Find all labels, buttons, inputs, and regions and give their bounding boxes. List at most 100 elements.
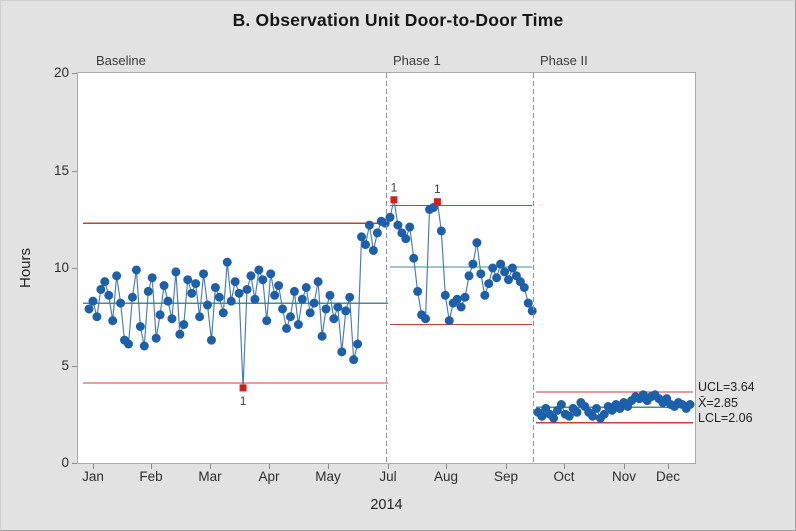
x-axis-tick-label: Jan — [82, 469, 104, 484]
data-point — [488, 263, 498, 273]
data-point — [421, 314, 431, 324]
data-point — [155, 310, 165, 320]
data-point — [317, 331, 327, 341]
out-of-control-label: 1 — [434, 182, 441, 196]
data-point — [297, 294, 307, 304]
x-axis-tick-label: May — [315, 469, 341, 484]
data-point — [163, 296, 173, 306]
lcl-annotation: LCL=2.06 — [698, 411, 753, 425]
xbar-annotation: X̄=2.85 — [698, 395, 738, 410]
x-axis-tick — [388, 464, 389, 469]
data-point — [549, 413, 559, 423]
data-point — [147, 273, 157, 283]
data-point — [179, 320, 189, 330]
data-point — [500, 267, 510, 277]
phase2-stats-annotation: UCL=3.64 X̄=2.85 LCL=2.06 — [698, 380, 755, 427]
y-axis-tick — [72, 268, 77, 269]
data-point — [409, 253, 419, 263]
data-point — [329, 314, 339, 324]
data-point — [572, 407, 582, 417]
data-point — [206, 335, 216, 345]
data-point — [187, 288, 197, 298]
x-axis-tick-label: Mar — [198, 469, 222, 484]
data-point — [436, 226, 446, 236]
phase-label: Phase 1 — [393, 53, 441, 68]
data-point — [191, 279, 201, 289]
data-point — [100, 277, 110, 287]
y-axis-tick — [72, 170, 77, 172]
y-axis-tick-label: 15 — [53, 162, 69, 178]
data-point — [405, 222, 415, 232]
x-axis-tick — [564, 464, 565, 469]
out-of-control-point — [433, 198, 441, 206]
data-point — [226, 296, 236, 306]
phase-label: Baseline — [96, 53, 146, 68]
out-of-control-point — [390, 196, 398, 204]
data-point — [309, 298, 319, 308]
data-point — [393, 220, 403, 230]
series-connector-line — [88, 220, 386, 388]
data-point — [519, 283, 529, 292]
data-point — [492, 273, 502, 283]
data-point — [507, 263, 517, 273]
data-point — [289, 286, 299, 296]
data-point — [171, 267, 181, 277]
x-axis-tick-label: Oct — [553, 469, 575, 484]
x-axis-tick — [328, 464, 329, 469]
data-point — [341, 306, 351, 316]
data-point — [203, 300, 212, 310]
data-point — [199, 269, 209, 279]
x-axis-tick — [668, 464, 669, 469]
data-point — [464, 271, 474, 281]
data-point — [135, 322, 145, 331]
data-point — [293, 320, 303, 330]
data-point — [183, 275, 193, 285]
data-point — [413, 286, 423, 296]
data-point — [266, 269, 276, 279]
data-point — [278, 304, 288, 314]
data-point — [460, 292, 470, 302]
x-axis-tick-label: Feb — [139, 469, 163, 484]
data-point — [401, 234, 411, 244]
data-point — [372, 228, 382, 238]
phase-label: Phase II — [540, 53, 588, 68]
x-axis-tick-label: Apr — [258, 469, 280, 484]
data-point — [456, 302, 466, 312]
data-point — [254, 265, 264, 275]
data-point — [127, 292, 137, 302]
data-point — [313, 277, 323, 287]
data-point — [274, 281, 284, 291]
data-point — [258, 275, 268, 285]
data-point — [368, 245, 378, 255]
y-axis-title: Hours — [17, 248, 34, 289]
data-point — [321, 304, 331, 314]
data-point — [564, 411, 574, 421]
data-point — [262, 316, 272, 326]
data-point — [124, 339, 133, 349]
data-point — [116, 298, 126, 308]
out-of-control-point — [239, 384, 247, 392]
data-point — [270, 290, 280, 300]
y-axis-tick-label: 0 — [61, 455, 69, 470]
data-point — [333, 302, 343, 312]
data-point — [349, 355, 359, 365]
data-point — [556, 400, 566, 409]
data-point — [285, 312, 295, 322]
data-point — [112, 271, 122, 281]
data-point — [527, 306, 537, 316]
x-axis-tick — [210, 464, 211, 469]
data-point — [96, 284, 106, 294]
y-axis-tick-label: 10 — [53, 260, 69, 275]
data-point — [685, 400, 695, 409]
data-point — [92, 312, 102, 322]
data-point — [444, 316, 454, 326]
x-axis-tick — [446, 464, 447, 469]
data-point — [440, 290, 450, 300]
data-point — [496, 259, 506, 269]
data-point — [159, 281, 169, 291]
y-axis-tick — [72, 463, 77, 464]
data-point — [88, 296, 98, 306]
data-point — [139, 341, 149, 351]
data-point — [523, 298, 533, 308]
